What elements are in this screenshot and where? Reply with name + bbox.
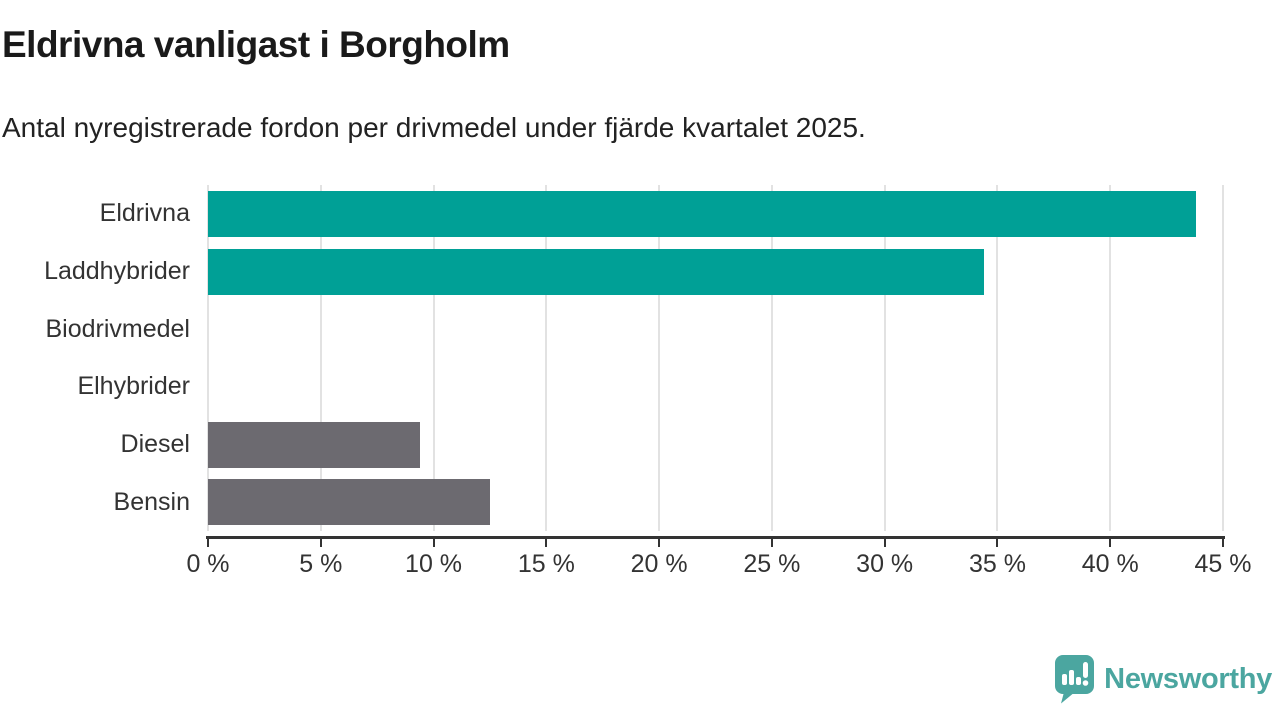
gridline [207,185,209,531]
bars-area [208,185,1223,531]
x-tick [883,536,886,547]
x-tick-label: 30 % [856,550,914,578]
gridline [1222,185,1224,531]
x-tick-label: 15 % [517,550,575,578]
x-tick [770,536,773,547]
bar-row [208,185,1223,243]
x-tick [1109,536,1112,547]
x-tick-label: 10 % [405,550,463,578]
x-tick-label: 35 % [968,550,1026,578]
x-axis: 0 % 5 % 10 % 15 % 20 % 25 % 30 % 35 % 40 % 45 % [186,536,1251,584]
x-axis-line [206,536,1225,539]
category-label: Biodrivmedel [45,314,190,343]
gridline [1109,185,1112,531]
chart-title: Eldrivna vanligast i Borgholm [2,24,510,65]
gridline [770,185,773,531]
category-label: Laddhybrider [44,257,190,285]
x-tick-label: 0 % [186,550,230,578]
x-tick-label: 5 % [299,550,343,578]
bar [208,190,1196,237]
category-label: Eldrivna [99,199,190,228]
gridline [545,185,548,531]
bar-row [208,243,1223,301]
category-labels: Eldrivna Laddhybrider Biodrivmedel Elhybrid… [0,185,190,531]
bar [208,479,490,526]
bar-row [208,300,1223,358]
x-tick-label: 45 % [1194,550,1252,578]
x-tick [207,536,209,547]
category-label: Diesel [120,430,190,459]
gridline [883,185,886,531]
bar-row [208,416,1223,474]
newsworthy-brand-text: Newsworthy [1104,662,1272,695]
x-tick-label: 25 % [743,550,801,578]
x-tick [545,536,548,547]
x-tick [432,536,435,547]
category-label: Elhybrider [77,372,190,401]
gridline [658,185,661,531]
bar-row [208,473,1223,531]
chart-subtitle: Antal nyregistrerade fordon per drivmede… [2,112,866,143]
x-tick-label: 40 % [1081,550,1139,578]
x-tick [658,536,661,547]
bar [208,421,421,468]
x-tick [319,536,322,547]
bar-row [208,358,1223,416]
gridline [319,185,322,531]
x-tick [996,536,999,547]
newsworthy-logo[interactable]: Newsworthy [1054,654,1272,704]
newsworthy-icon [1055,655,1095,704]
plot-area [207,185,1224,531]
x-tick-label: 20 % [630,550,688,578]
gridline [432,185,435,531]
bar [208,248,984,295]
category-label: Bensin [113,487,190,516]
gridline [996,185,999,531]
x-tick [1222,536,1224,547]
